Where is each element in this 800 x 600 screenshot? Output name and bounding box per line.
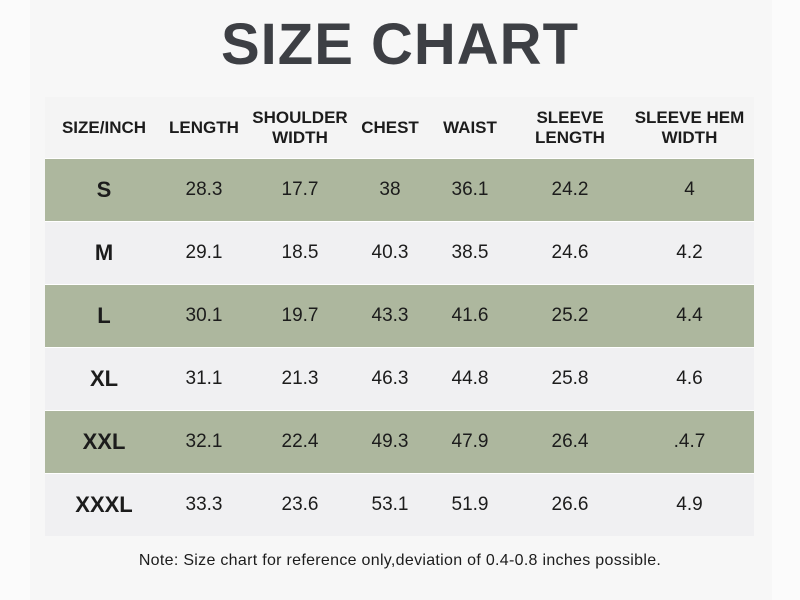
length-value: 29.1 [185,242,223,263]
chest-value: 53.1 [371,494,409,515]
sleeve-length-value: 24.6 [551,242,589,263]
waist-value: 51.9 [451,494,489,515]
shoulder-width-value: 18.5 [281,242,319,263]
chest-value: 43.3 [371,305,409,326]
shoulder-width-value: 21.3 [281,368,319,389]
sleeve-length-value: 26.6 [551,494,589,515]
waist-value: 44.8 [451,368,489,389]
length-value: 32.1 [185,431,223,452]
footnote: Note: Size chart for reference only,devi… [138,552,662,569]
sleeve-hem-width-value: 4 [684,179,695,200]
sleeve-hem-width-value: 4.2 [676,242,703,263]
sleeve-length-value: 25.8 [551,368,589,389]
sleeve-hem-width-value: 4.6 [676,368,703,389]
length-value: 31.1 [185,368,223,389]
header-waist: WAIST [443,117,497,137]
header-size-inch: SIZE/INCH [61,117,147,137]
length-value: 30.1 [185,305,223,326]
chest-value: 38 [379,179,401,200]
size-label: S [96,177,112,202]
table-row-l: L 30.1 19.7 43.3 41.6 25.2 4.4 [45,285,754,347]
length-value: 28.3 [185,179,223,200]
table-row-xxl: XXL 32.1 22.4 49.3 47.9 26.4 .4.7 [45,411,754,473]
table-row-xl: XL 31.1 21.3 46.3 44.8 25.8 4.6 [45,348,754,410]
table-row-s: S 28.3 17.7 38 36.1 24.2 4 [45,159,754,221]
sleeve-length-value: 24.2 [551,179,589,200]
waist-value: 38.5 [451,242,489,263]
table-header-row: SIZE/INCH LENGTH SHOULDER WIDTH CHEST WA… [45,97,754,158]
shoulder-width-value: 17.7 [281,179,319,200]
waist-value: 47.9 [451,431,489,452]
header-sleeve-hem-width: SLEEVE HEM WIDTH [634,107,745,147]
size-table: SIZE/INCH LENGTH SHOULDER WIDTH CHEST WA… [45,97,754,536]
size-label: XXL [82,429,126,454]
sleeve-hem-width-value: .4.7 [673,431,706,452]
shoulder-width-value: 19.7 [281,305,319,326]
length-value: 33.3 [185,494,223,515]
sleeve-hem-width-value: 4.4 [676,305,703,326]
page-title: SIZE CHART [221,12,579,77]
size-label: L [97,303,111,328]
header-length: LENGTH [169,117,239,137]
shoulder-width-value: 22.4 [281,431,319,452]
size-label: M [94,240,114,265]
chest-value: 46.3 [371,368,409,389]
table-row-m: M 29.1 18.5 40.3 38.5 24.6 4.2 [45,222,754,284]
waist-value: 41.6 [451,305,489,326]
sleeve-hem-width-value: 4.9 [676,494,703,515]
table-row-xxxl: XXXL 33.3 23.6 53.1 51.9 26.6 4.9 [45,474,754,536]
header-sleeve-length: SLEEVE LENGTH [535,107,605,147]
chest-value: 49.3 [371,431,409,452]
size-label: XXXL [75,492,133,517]
sleeve-length-value: 26.4 [551,431,589,452]
sleeve-length-value: 25.2 [551,305,589,326]
chest-value: 40.3 [371,242,409,263]
shoulder-width-value: 23.6 [281,494,319,515]
header-chest: CHEST [361,117,419,137]
header-shoulder-width: SHOULDER WIDTH [252,107,348,147]
waist-value: 36.1 [451,179,489,200]
size-label: XL [89,366,119,391]
